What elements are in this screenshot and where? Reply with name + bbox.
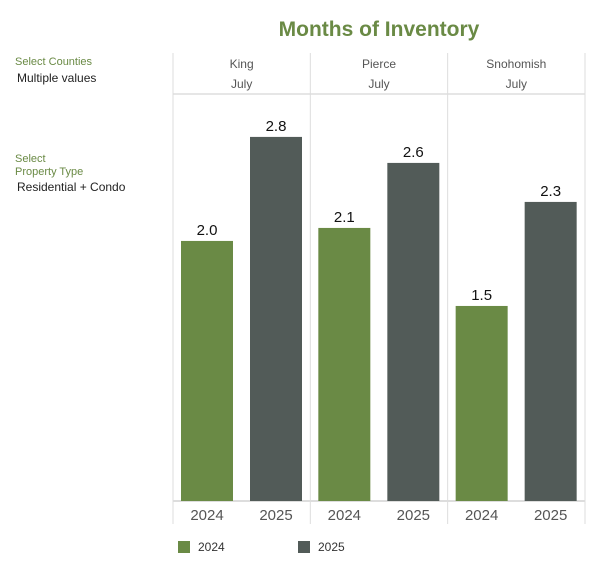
property-filter-value[interactable]: Residential + Condo xyxy=(17,180,126,194)
data-label: 2.1 xyxy=(334,209,355,226)
legend-swatch-2024 xyxy=(178,541,190,553)
chart-title: Months of Inventory xyxy=(278,18,480,41)
bar-2025-pierce xyxy=(387,162,440,501)
panel-header-month: July xyxy=(231,77,252,91)
x-tick-label: 2024 xyxy=(190,507,223,524)
panel-header-county: Pierce xyxy=(362,57,396,71)
data-label: 2.0 xyxy=(197,222,218,239)
legend-item-2024: 2024 xyxy=(178,540,225,554)
x-tick-label: 2024 xyxy=(465,507,498,524)
bar-2025-snohomish xyxy=(524,201,577,501)
x-tick-label: 2025 xyxy=(534,507,567,524)
counties-filter-value[interactable]: Multiple values xyxy=(17,71,97,85)
panel-header-county: King xyxy=(230,57,254,71)
x-tick-label: 2025 xyxy=(397,507,430,524)
panel-header-month: July xyxy=(368,77,389,91)
legend-label-2025: 2025 xyxy=(318,540,345,554)
bar-2025-king xyxy=(250,136,302,502)
bar-2024-king xyxy=(181,240,233,501)
property-filter-label-line2: Property Type xyxy=(15,166,84,178)
bar-2024-snohomish xyxy=(455,305,508,501)
data-label: 2.6 xyxy=(403,144,424,161)
bar-2024-pierce xyxy=(318,227,371,501)
x-tick-label: 2025 xyxy=(259,507,292,524)
legend-swatch-2025 xyxy=(298,541,310,553)
legend-label-2024: 2024 xyxy=(198,540,225,554)
data-label: 1.5 xyxy=(471,287,492,304)
counties-filter-label: Select Counties xyxy=(15,56,93,68)
legend-item-2025: 2025 xyxy=(298,540,345,554)
panel-header-month: July xyxy=(506,77,527,91)
x-tick-label: 2024 xyxy=(328,507,361,524)
data-label: 2.3 xyxy=(540,183,561,200)
data-label: 2.8 xyxy=(266,118,287,135)
property-filter-label-line1: Select xyxy=(15,153,46,165)
panel-header-county: Snohomish xyxy=(486,57,546,71)
